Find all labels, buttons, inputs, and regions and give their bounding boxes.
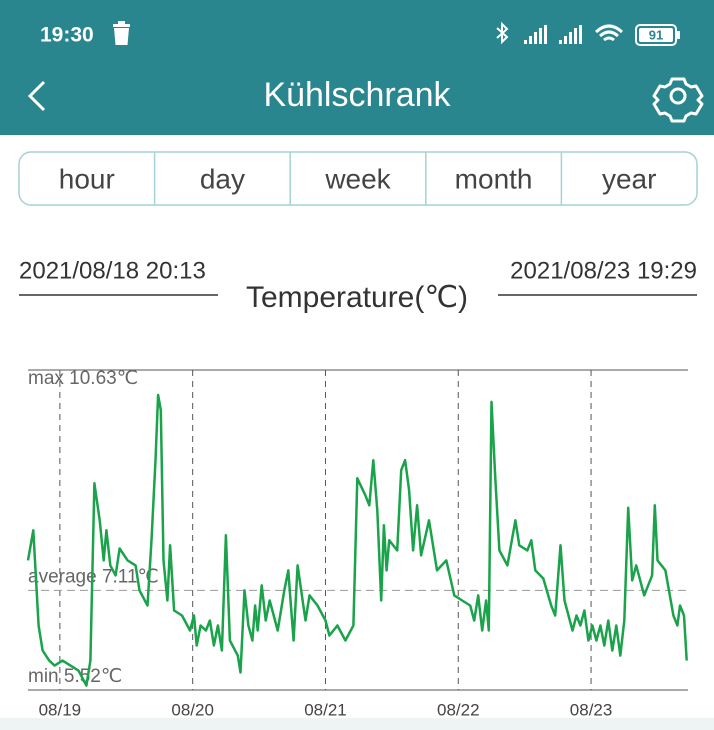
tab[interactable]: week	[324, 163, 391, 194]
tab[interactable]: year	[602, 163, 656, 194]
reference-label: max 10.63℃	[28, 368, 138, 389]
x-tick-label: 08/23	[570, 700, 613, 719]
battery-tip	[677, 31, 680, 39]
x-tick-label: 08/20	[171, 700, 214, 719]
back-button[interactable]	[27, 80, 46, 112]
x-tick-label: 08/22	[437, 700, 480, 719]
x-tick-label: 08/19	[39, 700, 82, 719]
x-tick-label: 08/21	[304, 700, 347, 719]
battery-text: 91	[649, 27, 663, 42]
bottom-strip	[0, 718, 714, 730]
app-bar	[0, 0, 714, 135]
wifi-icon	[594, 24, 624, 42]
tab[interactable]: month	[455, 163, 533, 194]
battery-icon	[635, 24, 677, 46]
trash-icon	[113, 21, 130, 45]
reference-label: min 5.52℃	[28, 666, 122, 687]
tab[interactable]: day	[200, 163, 245, 194]
tab-group	[18, 151, 698, 206]
range-end: 2021/08/23 19:29	[510, 257, 697, 284]
status-time: 19:30	[40, 24, 94, 47]
page-title: Kühlschrank	[263, 76, 451, 114]
chart-title: Temperature(℃)	[246, 281, 468, 314]
temperature-line	[26, 393, 688, 687]
tab[interactable]: hour	[59, 163, 115, 194]
signal-icon	[524, 25, 582, 44]
bluetooth-icon	[496, 21, 509, 45]
range-start: 2021/08/18 20:13	[19, 257, 206, 284]
battery-level	[639, 28, 673, 42]
settings-button[interactable]	[652, 77, 704, 123]
